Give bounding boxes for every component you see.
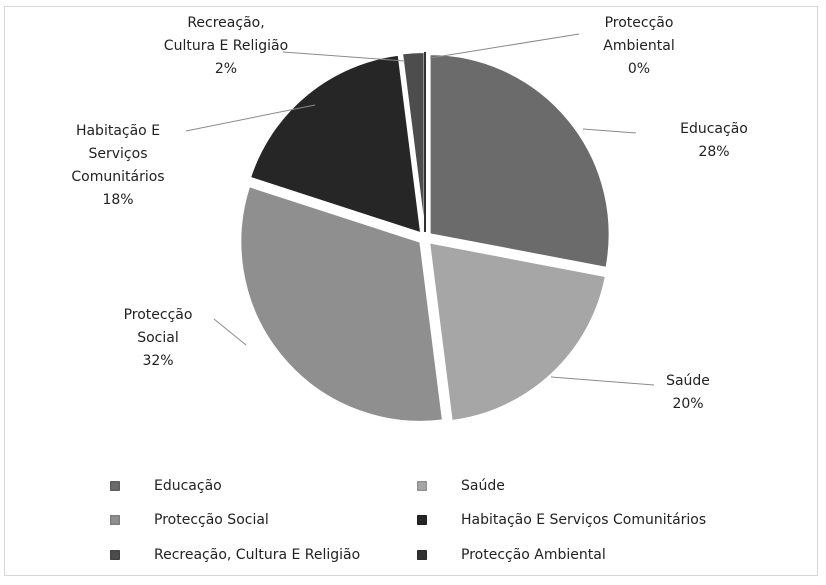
pie-slices (239, 51, 611, 423)
leader-line-saude (550, 376, 655, 386)
pie-slice-habitacao-e-servicos-comunitarios (248, 53, 423, 235)
leader-line-recreacao-cultura-e-religiao (282, 51, 406, 62)
leader-lines (185, 33, 655, 386)
leader-line-educacao (582, 128, 637, 134)
pie-slice-proteccao-social (239, 184, 445, 423)
slice-label-saude: Saúde 20% (666, 373, 710, 412)
leader-line-proteccao-ambiental (429, 33, 580, 59)
slice-label-recreacao-cultura-e-religiao: Recreação, Cultura E Religião 2% (164, 15, 288, 77)
leader-line-habitacao-e-servicos-comunitarios (185, 104, 316, 132)
slice-label-proteccao-ambiental: Protecção Ambiental 0% (603, 15, 674, 77)
slice-label-educacao: Educação 28% (680, 121, 748, 160)
slice-labels: Educação 28% Saúde 20% Protecção Social 32% Hab… (71, 15, 747, 412)
pie-slice-saude (427, 241, 608, 423)
slice-label-proteccao-social: Protecção Social 32% (124, 307, 193, 369)
slice-label-habitacao-e-servicos-comunitarios: Habitação E Serviços Comunitários 18% (71, 123, 164, 208)
pie-slice-educacao (428, 53, 611, 270)
leader-line-proteccao-social (213, 318, 247, 346)
